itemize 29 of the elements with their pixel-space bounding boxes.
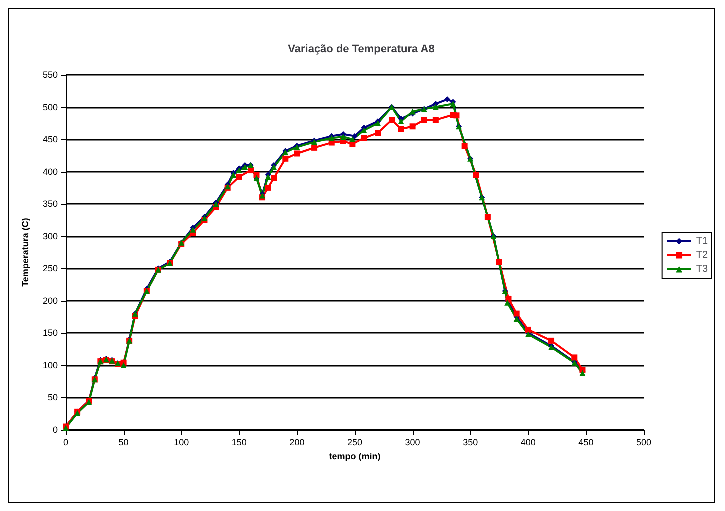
legend-label: T1 — [696, 236, 708, 247]
x-tick-label: 100 — [174, 438, 190, 448]
x-tick-label: 50 — [118, 438, 129, 448]
y-tick-label: 250 — [42, 264, 58, 274]
y-tick-label: 350 — [42, 199, 58, 210]
x-tick-label: 400 — [520, 438, 536, 448]
y-tick-label: 500 — [42, 102, 58, 112]
x-tick-label: 150 — [232, 438, 247, 448]
y-tick-label: 100 — [42, 360, 58, 370]
chart-title: Variação de Temperatura A8 — [288, 44, 435, 56]
y-tick-label: 200 — [42, 296, 58, 306]
x-tick-label: 350 — [463, 438, 478, 448]
y-tick-label: 300 — [42, 231, 58, 242]
legend-label: T3 — [696, 264, 708, 275]
y-tick-label: 450 — [42, 134, 58, 145]
y-axis-title: Temperatura (C) — [20, 218, 30, 287]
x-tick-label: 300 — [405, 438, 420, 448]
x-tick-label: 450 — [578, 438, 594, 448]
x-tick-label: 500 — [636, 438, 652, 448]
x-tick-label: 0 — [63, 438, 69, 448]
y-tick-label: 150 — [42, 328, 58, 338]
y-tick-label: 550 — [42, 70, 58, 80]
y-tick-label: 400 — [42, 166, 58, 177]
x-tick-label: 250 — [347, 438, 363, 448]
y-tick-label: 50 — [48, 392, 58, 403]
legend-label: T2 — [696, 250, 708, 261]
x-axis-title: tempo (min) — [329, 451, 381, 462]
y-tick-label: 0 — [52, 425, 58, 435]
x-tick-label: 200 — [290, 438, 305, 448]
